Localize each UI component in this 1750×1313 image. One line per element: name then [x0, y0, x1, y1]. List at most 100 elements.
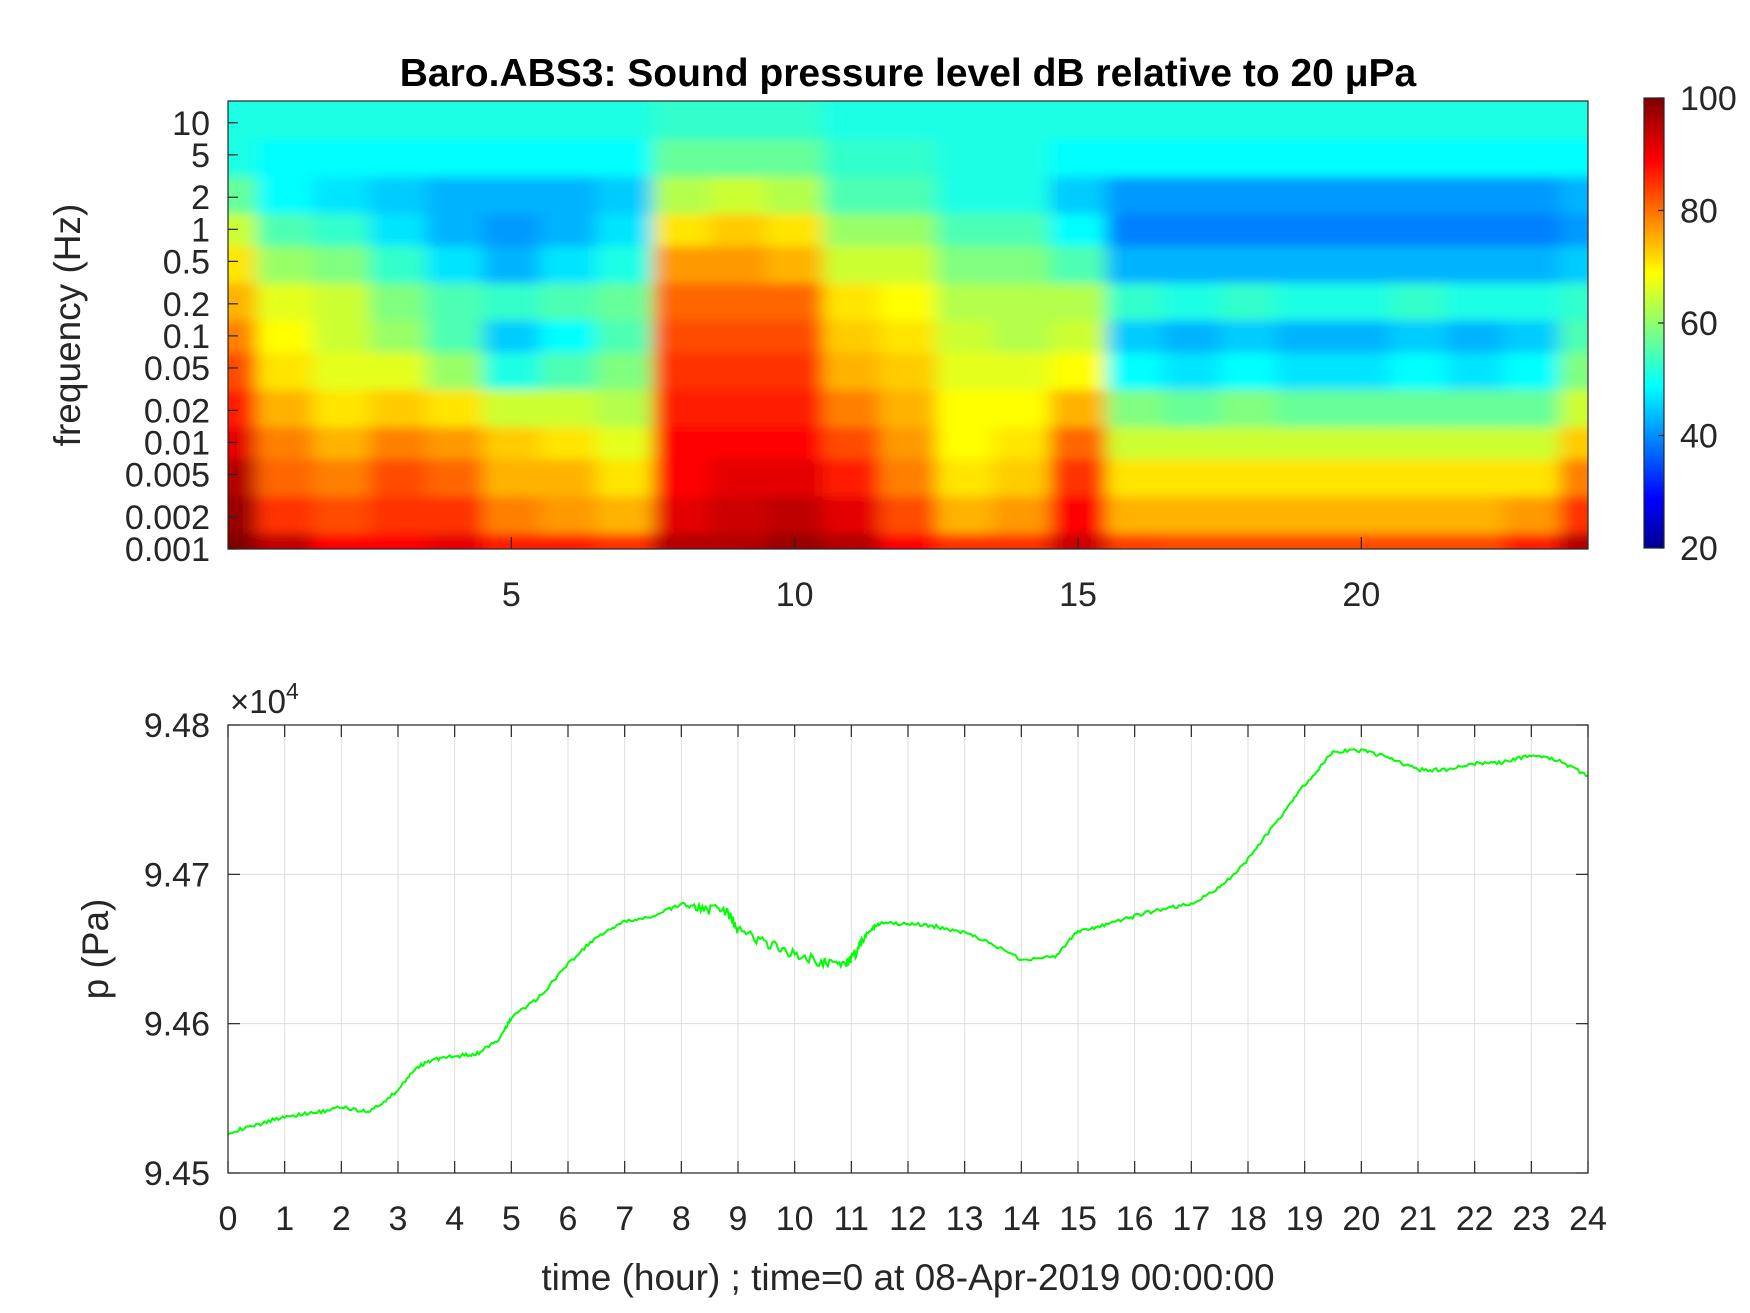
spectrogram-cell: [1333, 138, 1391, 177]
spectrogram-cell: [369, 213, 428, 247]
spectrogram-cell: [1333, 176, 1391, 214]
spectrogram-cell: [313, 101, 371, 140]
spectrogram-cell: [313, 495, 371, 534]
spectrogram-cell: [313, 389, 371, 428]
spectrogram-cell: [1389, 138, 1448, 177]
spectrogram-cell: [483, 495, 541, 534]
spectrogram-cell: [766, 495, 824, 534]
pressure-x-tick-label: 24: [1569, 1200, 1607, 1238]
spectrogram-cell: [1049, 138, 1108, 177]
pressure-x-tick-label: 0: [219, 1200, 238, 1238]
spectrogram-y-tick-label: 1: [191, 211, 210, 249]
spectrogram-cell: [1049, 176, 1108, 214]
spectrogram-cell: [369, 351, 428, 390]
spectrogram-cell: [369, 176, 428, 214]
pressure-y-ticks: 9.45 9.46 9.47 9.48: [144, 707, 1588, 1193]
spectrogram-cell: [709, 495, 768, 534]
spectrogram-cell: [228, 282, 258, 321]
spectrogram-cell: [1389, 495, 1448, 534]
pressure-x-tick-label: 6: [559, 1200, 578, 1238]
spectrogram-cell: [1163, 101, 1221, 140]
spectrogram-cell: [766, 282, 824, 321]
pressure-x-tick-label: 4: [445, 1200, 464, 1238]
spectrogram-cell: [1163, 245, 1221, 284]
spectrogram-cell: [709, 426, 768, 460]
spectrogram-cell: [766, 426, 824, 460]
spectrogram-y-ticks: 105 210.5 0.20.10.05 0.020.010.005 0.0020.00…: [125, 105, 238, 569]
spectrogram-cell: [1276, 138, 1334, 177]
spectrogram-cell: [1219, 351, 1278, 390]
colorbar-tick-label: 60: [1680, 305, 1718, 343]
spectrogram-cell: [823, 138, 881, 177]
spectrogram-cell: [228, 351, 258, 390]
spectrogram-cell: [1446, 176, 1504, 214]
spectrogram-cell: [936, 458, 994, 497]
spectrogram-cell: [256, 458, 314, 497]
spectrogram-cell: [426, 319, 484, 353]
pressure-x-ticks: 0 1 2 3 4 5 6 7 8 9 10 11 12 13 14 15 16 17 18 19 20 21 22 23 24: [219, 725, 1607, 1238]
spectrogram-cell: [228, 458, 258, 497]
pressure-x-tick-label: 21: [1399, 1200, 1437, 1238]
spectrogram-cell: [1163, 458, 1221, 497]
spectrogram-cell: [993, 138, 1051, 177]
spectrogram-cell: [1276, 533, 1334, 549]
spectrogram-cell: [1389, 533, 1448, 549]
spectrogram-y-tick-label: 0.2: [163, 286, 210, 324]
spectrogram-cell: [879, 213, 938, 247]
spectrogram-cell: [709, 319, 768, 353]
spectrogram-cell: [993, 458, 1051, 497]
spectrogram-cell: [709, 282, 768, 321]
spectrogram-cell: [1503, 213, 1561, 247]
spectrogram-cell: [1389, 245, 1448, 284]
spectrogram-y-tick-label: 0.05: [144, 350, 210, 388]
pressure-grid: [227, 724, 1589, 1174]
spectrogram-cell: [1559, 213, 1588, 247]
spectrogram-cell: [1106, 245, 1164, 284]
colorbar-tick-label: 80: [1680, 193, 1718, 231]
spectrogram-cell: [1333, 101, 1391, 140]
spectrogram-cell: [313, 351, 371, 390]
spectrogram-cell: [369, 319, 428, 353]
spectrogram-y-tick-label: 2: [191, 179, 210, 217]
spectrogram-cell: [1106, 389, 1164, 428]
spectrogram-cell: [823, 176, 881, 214]
spectrogram-cell: [256, 245, 314, 284]
spectrogram-cell: [1219, 533, 1278, 549]
spectrogram-cell: [483, 458, 541, 497]
spectrogram-cell: [539, 495, 598, 534]
spectrogram-cell: [936, 213, 994, 247]
spectrogram-cell: [539, 426, 598, 460]
spectrogram-cell: [653, 245, 711, 284]
spectrogram-cell: [823, 389, 881, 428]
spectrogram-cell: [596, 245, 654, 284]
pressure-x-tick-label: 5: [502, 1200, 521, 1238]
spectrogram-cell: [1559, 282, 1588, 321]
pressure-x-tick-label: 15: [1059, 1200, 1097, 1238]
spectrogram-cell: [596, 426, 654, 460]
spectrogram-cell: [879, 101, 938, 140]
spectrogram-cell: [1163, 282, 1221, 321]
spectrogram-cell: [1559, 101, 1588, 140]
spectrogram-cell: [936, 138, 994, 177]
spectrogram-cell: [823, 282, 881, 321]
spectrogram-cell: [1333, 213, 1391, 247]
spectrogram-cell: [1106, 533, 1164, 549]
spectrogram-cell: [256, 282, 314, 321]
spectrogram-cell: [539, 245, 598, 284]
spectrogram-cell: [539, 319, 598, 353]
spectrogram-cell: [426, 351, 484, 390]
pressure-x-tick-label: 18: [1229, 1200, 1267, 1238]
spectrogram-cell: [539, 282, 598, 321]
spectrogram-cell: [653, 533, 711, 549]
spectrogram-cell: [936, 319, 994, 353]
spectrogram-cell: [1276, 495, 1334, 534]
pressure-series-line: [228, 747, 1588, 1136]
spectrogram-cell: [313, 176, 371, 214]
spectrogram-cell: [1276, 426, 1334, 460]
spectrogram-cell: [993, 213, 1051, 247]
spectrogram-cell: [596, 389, 654, 428]
spectrogram-cell: [936, 426, 994, 460]
spectrogram-cell: [879, 533, 938, 549]
spectrogram-cell: [596, 101, 654, 140]
spectrogram-cell: [1219, 319, 1278, 353]
